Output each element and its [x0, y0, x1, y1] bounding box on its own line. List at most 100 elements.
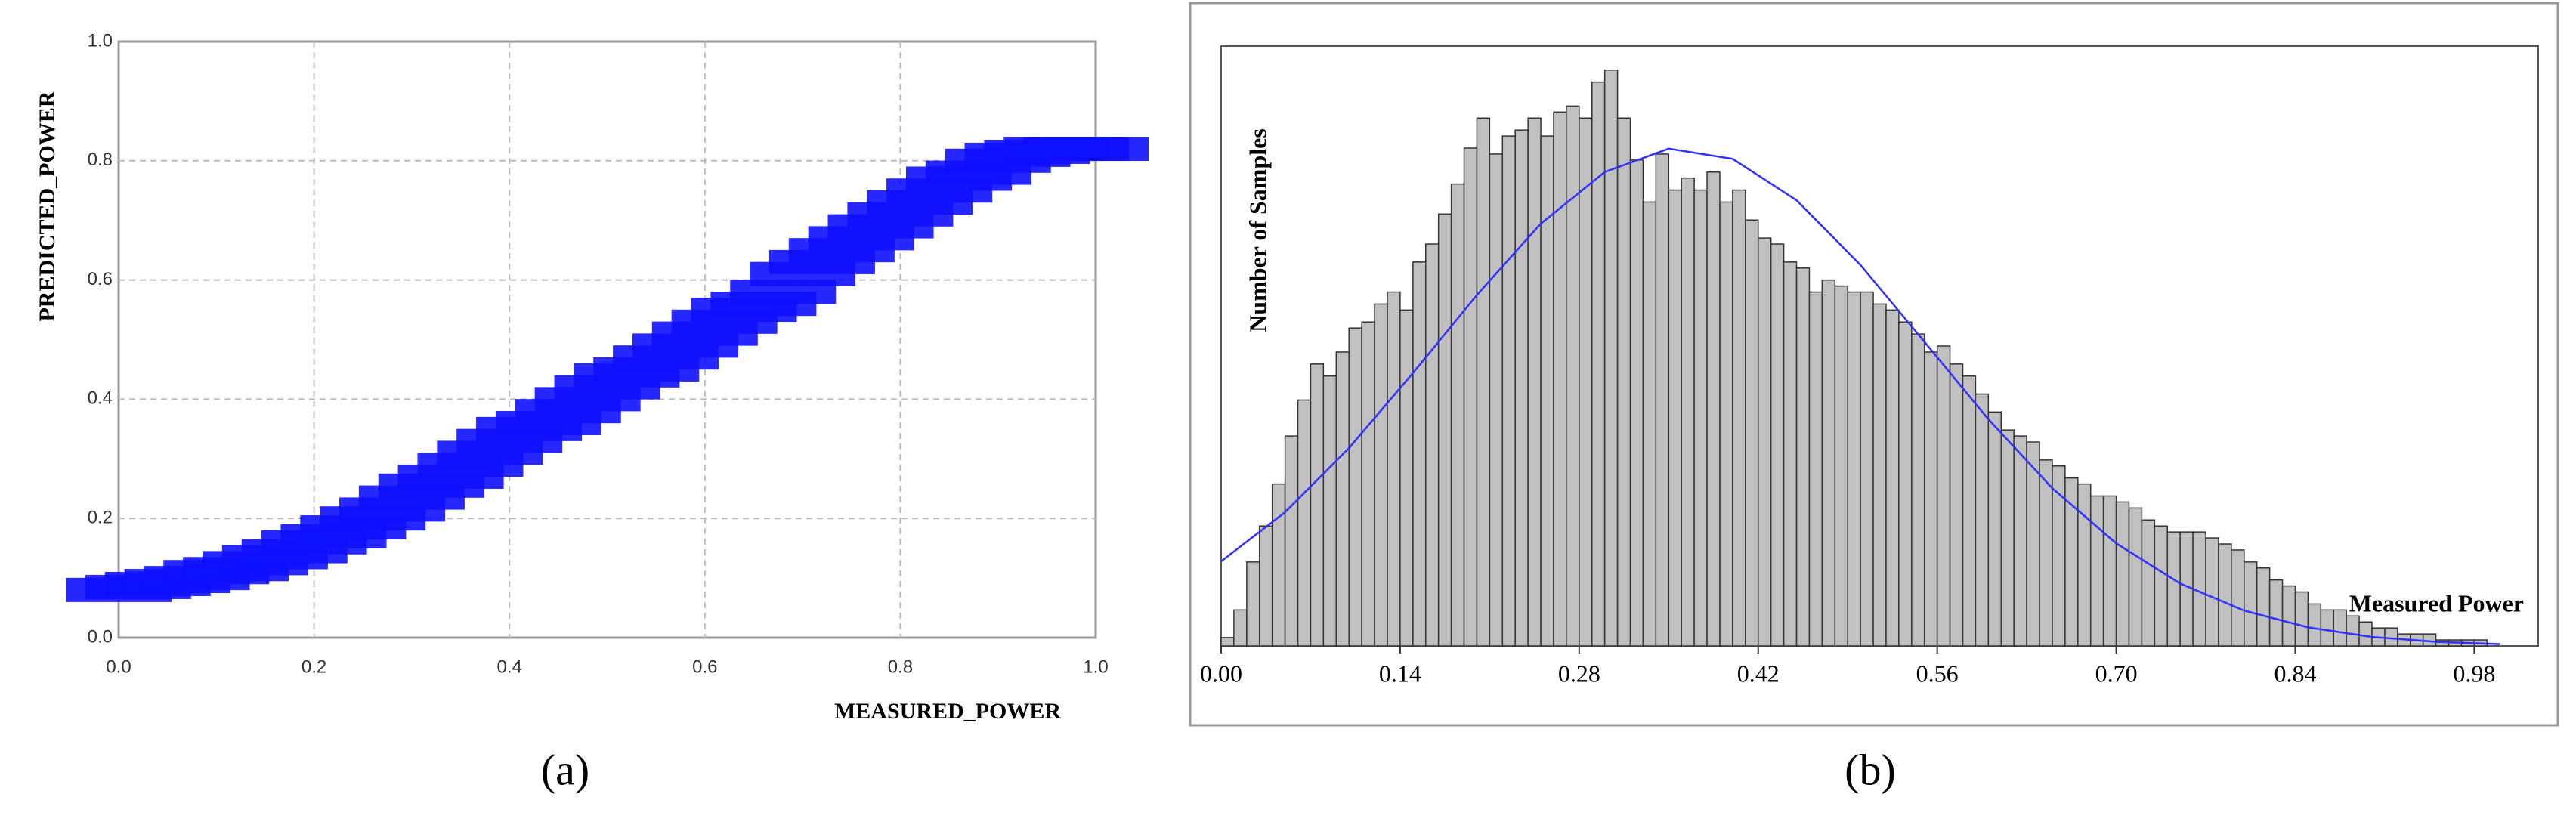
- x-tick-label: 0.6: [692, 657, 717, 677]
- bar: [2089, 495, 2104, 647]
- bar: [1361, 321, 1375, 647]
- bar: [1860, 291, 1874, 647]
- bar: [1297, 399, 1312, 647]
- bar: [1616, 117, 1631, 647]
- bar: [1770, 243, 1785, 647]
- bar: [2064, 477, 2079, 647]
- bar: [2384, 627, 2398, 647]
- bar: [2128, 507, 2143, 647]
- bar: [1220, 637, 1235, 647]
- bar: [1271, 483, 1286, 647]
- x-tick-label: 0.0: [106, 657, 131, 677]
- bar: [1335, 351, 1350, 647]
- bar: [1425, 243, 1440, 647]
- bar: [1719, 201, 1733, 647]
- x-tick-label: 0.98: [2453, 660, 2495, 687]
- caption: (a): [541, 745, 589, 794]
- bar: [2115, 501, 2130, 647]
- bar: [2333, 609, 2347, 647]
- bar: [2294, 591, 2309, 647]
- bar: [1259, 525, 1273, 647]
- y-axis-label: Number of Samples: [1244, 128, 1271, 332]
- bar: [1987, 411, 2002, 647]
- bar: [2166, 531, 2181, 647]
- bar: [1579, 117, 1593, 647]
- bar: [1975, 393, 1990, 647]
- bar: [1374, 303, 1388, 647]
- bar: [1412, 261, 1427, 647]
- bar: [1246, 561, 1260, 647]
- bar: [1310, 363, 1325, 647]
- x-tick-label: 0.14: [1379, 660, 1421, 687]
- bar: [2039, 459, 2053, 647]
- bar: [1489, 153, 1504, 647]
- x-tick-label: 1.0: [1083, 657, 1108, 677]
- bar: [2218, 543, 2232, 647]
- bar: [2358, 621, 2373, 647]
- x-tick-label: 0.28: [1558, 660, 1600, 687]
- bar: [1668, 189, 1682, 647]
- bar: [1962, 375, 1977, 647]
- bar: [2154, 525, 2169, 647]
- bar: [1847, 291, 1861, 647]
- bar: [2281, 585, 2296, 647]
- bar: [1553, 111, 1567, 647]
- bar: [1566, 105, 1580, 647]
- bar: [1603, 70, 1619, 647]
- bar: [2000, 429, 2015, 647]
- x-tick-label: 0.4: [497, 657, 522, 677]
- caption: (b): [1845, 745, 1896, 794]
- bar: [1795, 267, 1811, 647]
- bar: [1540, 135, 1554, 647]
- y-tick-label: 0.2: [88, 508, 113, 528]
- bar: [1885, 309, 1900, 647]
- bar: [1949, 363, 1964, 647]
- bar: [1757, 237, 1772, 647]
- x-tick-label: 0.84: [2274, 660, 2316, 687]
- bar: [1629, 159, 1644, 647]
- bar: [1898, 321, 1913, 647]
- bar: [1693, 189, 1708, 647]
- bar: [1732, 189, 1746, 647]
- y-tick-label: 0.0: [88, 626, 113, 647]
- x-axis-label: MEASURED_POWER: [834, 699, 1061, 724]
- bar: [1233, 609, 1248, 647]
- point: [1043, 137, 1149, 162]
- y-tick-label: 0.8: [88, 150, 113, 170]
- bar: [1834, 285, 1848, 647]
- bar: [1322, 375, 1337, 647]
- bar: [1527, 117, 1542, 647]
- bar: [1821, 279, 1836, 647]
- bar: [1681, 177, 1695, 647]
- y-axis-label: PREDICTED_POWER: [35, 91, 60, 321]
- bar: [1808, 291, 1823, 647]
- bar: [1872, 303, 1887, 647]
- bar: [2077, 483, 2092, 647]
- y-tick-label: 0.6: [88, 269, 113, 289]
- x-tick-label: 0.00: [1200, 660, 1242, 687]
- bar: [1514, 129, 1529, 647]
- bar: [2231, 549, 2245, 647]
- bar: [2205, 537, 2219, 647]
- bar: [1745, 219, 1759, 647]
- bar: [1655, 153, 1670, 647]
- bar: [2141, 519, 2156, 647]
- fit-curve: [1220, 147, 2500, 645]
- bar: [2422, 633, 2437, 647]
- bar: [1642, 201, 1657, 647]
- y-tick-label: 1.0: [88, 30, 113, 51]
- bar: [1476, 117, 1491, 647]
- bar: [1706, 171, 1721, 647]
- bar: [2320, 609, 2334, 647]
- x-tick-label: 0.70: [2095, 660, 2138, 687]
- bar: [1783, 261, 1798, 647]
- y-tick-label: 0.4: [88, 388, 113, 409]
- x-tick-label: 0.2: [302, 657, 326, 677]
- bar: [2346, 615, 2360, 647]
- x-tick-label: 0.56: [1916, 660, 1959, 687]
- bar: [1348, 327, 1362, 647]
- x-tick-label: 0.42: [1737, 660, 1780, 687]
- bar: [2013, 435, 2027, 647]
- bar: [1463, 147, 1478, 647]
